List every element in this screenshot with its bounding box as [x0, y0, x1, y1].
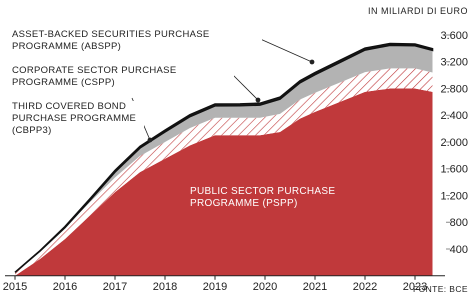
y-tick-label: 1.200 — [440, 190, 468, 202]
y-tick-label: 3.600 — [440, 30, 468, 42]
leader-dot — [255, 97, 261, 103]
y-tick-label: 1.600 — [440, 164, 468, 176]
area — [14, 42, 434, 274]
x-tick-label: 2019 — [203, 281, 227, 293]
x-tick-label: 2022 — [353, 281, 377, 293]
x-tick-label: 2015 — [3, 281, 27, 293]
source: FONTE: BCE — [413, 284, 468, 294]
leader-line — [257, 37, 313, 63]
y-tick-label: 400 — [450, 244, 468, 256]
unit-label: IN MILIARDI DI EURO — [368, 6, 468, 16]
series-label: THIRD COVERED BOND PURCHASE PROGRAMME (C… — [12, 101, 144, 137]
leader-line — [229, 71, 259, 101]
x-tick-label: 2017 — [103, 281, 127, 293]
area — [15, 45, 433, 273]
y-tick-label: 2.400 — [440, 110, 468, 122]
y-tick-label: 2.000 — [440, 137, 468, 149]
series-label: CORPORATE SECTOR PURCHASE PROGRAMME (CSP… — [12, 65, 234, 89]
x-tick-label: 2023 — [403, 281, 427, 293]
leader-dot — [147, 137, 153, 143]
areas — [14, 42, 434, 276]
area — [15, 88, 433, 276]
y-tick-label: 3.200 — [440, 57, 468, 69]
x-tick-label: 2020 — [253, 281, 277, 293]
x-tick-label: 2021 — [303, 281, 327, 293]
series-label: ASSET-BACKED SECURITIES PURCHASE PROGRAM… — [12, 29, 262, 53]
leader-dot — [309, 59, 315, 65]
y-tick-label: 800 — [450, 217, 468, 229]
x-tick-label: 2018 — [153, 281, 177, 293]
x-tick-label: 2016 — [53, 281, 77, 293]
series-label: PUBLIC SECTOR PURCHASE PROGRAMME (PSPP) — [190, 186, 336, 209]
y-tick-label: 2.800 — [440, 83, 468, 95]
